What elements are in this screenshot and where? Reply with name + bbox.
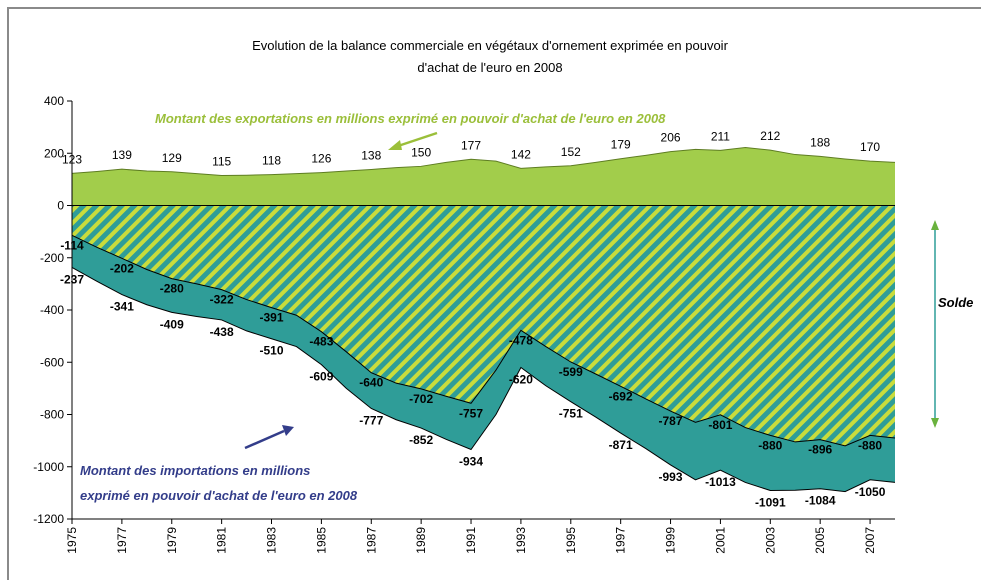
data-label: -871 [609,438,633,452]
x-tick-label: 1985 [314,527,328,554]
chart-title: d'achat de l'euro en 2008 [417,60,562,75]
y-tick-label: -800 [40,408,64,422]
data-label: -322 [210,293,234,307]
y-tick-label: -400 [40,303,64,317]
y-tick-label: -1000 [33,460,64,474]
imports-arrow [244,425,294,450]
series-line [71,266,896,493]
x-tick-label: 1975 [65,527,79,554]
chart-title: Evolution de la balance commerciale en v… [252,38,728,53]
x-tick-label: 1995 [564,527,578,554]
data-label: 150 [411,145,431,159]
data-label: 126 [311,152,331,166]
data-label: -1050 [855,485,886,499]
data-label: 129 [162,151,182,165]
y-tick-label: 400 [44,94,64,108]
exports-arrow [388,131,438,150]
data-label: -880 [858,438,882,452]
x-tick-label: 2007 [863,527,877,554]
x-tick-label: 2001 [713,527,727,554]
y-tick-label: 200 [44,146,64,160]
data-label: 179 [611,138,631,152]
data-label: -202 [110,261,134,275]
data-label: -692 [609,389,633,403]
data-label: -280 [160,282,184,296]
data-label: 212 [760,129,780,143]
x-tick-label: 1987 [364,527,378,554]
data-label: -391 [259,311,283,325]
y-tick-label: 0 [57,199,64,213]
y-tick-label: -1200 [33,512,64,526]
data-label: -1013 [705,475,736,489]
x-tick-label: 1977 [115,527,129,554]
data-label: -1091 [755,496,786,510]
data-label: 118 [262,154,281,168]
data-label: -620 [509,372,533,386]
data-label: -787 [659,414,683,428]
x-tick-label: 1993 [514,527,528,554]
y-tick-label: -600 [40,355,64,369]
data-label: -993 [659,470,683,484]
series-line [71,146,896,176]
frame [7,7,981,580]
data-label: -757 [459,406,483,420]
data-label: 211 [711,129,730,143]
data-label: -777 [359,413,383,427]
data-label: -1084 [805,494,836,508]
x-tick-label: 1983 [265,527,279,554]
data-label: 188 [810,135,830,149]
data-label: -478 [509,333,533,347]
area-fill [72,147,895,206]
data-label: -599 [559,365,583,379]
data-label: -896 [808,443,832,457]
exports-annotation: Montant des exportations en millions exp… [155,111,666,126]
data-label: 152 [561,145,581,159]
data-label: -609 [309,370,333,384]
x-tick-label: 1997 [614,527,628,554]
data-label: -751 [559,407,583,421]
data-label: -483 [309,335,333,349]
data-label: 139 [112,148,132,162]
imports-annotation: exprimé en pouvoir d'achat de l'euro en … [80,488,358,503]
data-label: -702 [409,392,433,406]
data-label: -801 [708,418,732,432]
data-label: -510 [259,344,283,358]
x-tick-label: 1981 [215,527,229,554]
x-tick-label: 2003 [763,527,777,554]
x-tick-label: 2005 [813,527,827,554]
y-tick-label: -200 [40,251,64,265]
solde-annotation: Solde [938,295,973,310]
data-label: -852 [409,433,433,447]
x-tick-label: 1999 [664,527,678,554]
x-tick-label: 1979 [165,527,179,554]
data-label: 170 [860,140,880,154]
imports-annotation: Montant des importations en millions [80,463,310,478]
data-label: -341 [110,300,134,314]
data-label: 138 [361,148,381,162]
data-label: 206 [661,131,681,145]
data-label: 115 [212,154,231,168]
x-tick-label: 1991 [464,527,478,554]
x-tick-label: 1989 [414,527,428,554]
series-line [71,234,896,447]
data-label: -438 [210,325,234,339]
data-label: -880 [758,438,782,452]
data-label: -409 [160,317,184,331]
data-label: 177 [461,138,481,152]
data-label: -640 [359,376,383,390]
data-label: 142 [511,147,531,161]
data-label: -934 [459,455,483,469]
solde-arrow [931,220,939,428]
area-fill [72,205,895,446]
